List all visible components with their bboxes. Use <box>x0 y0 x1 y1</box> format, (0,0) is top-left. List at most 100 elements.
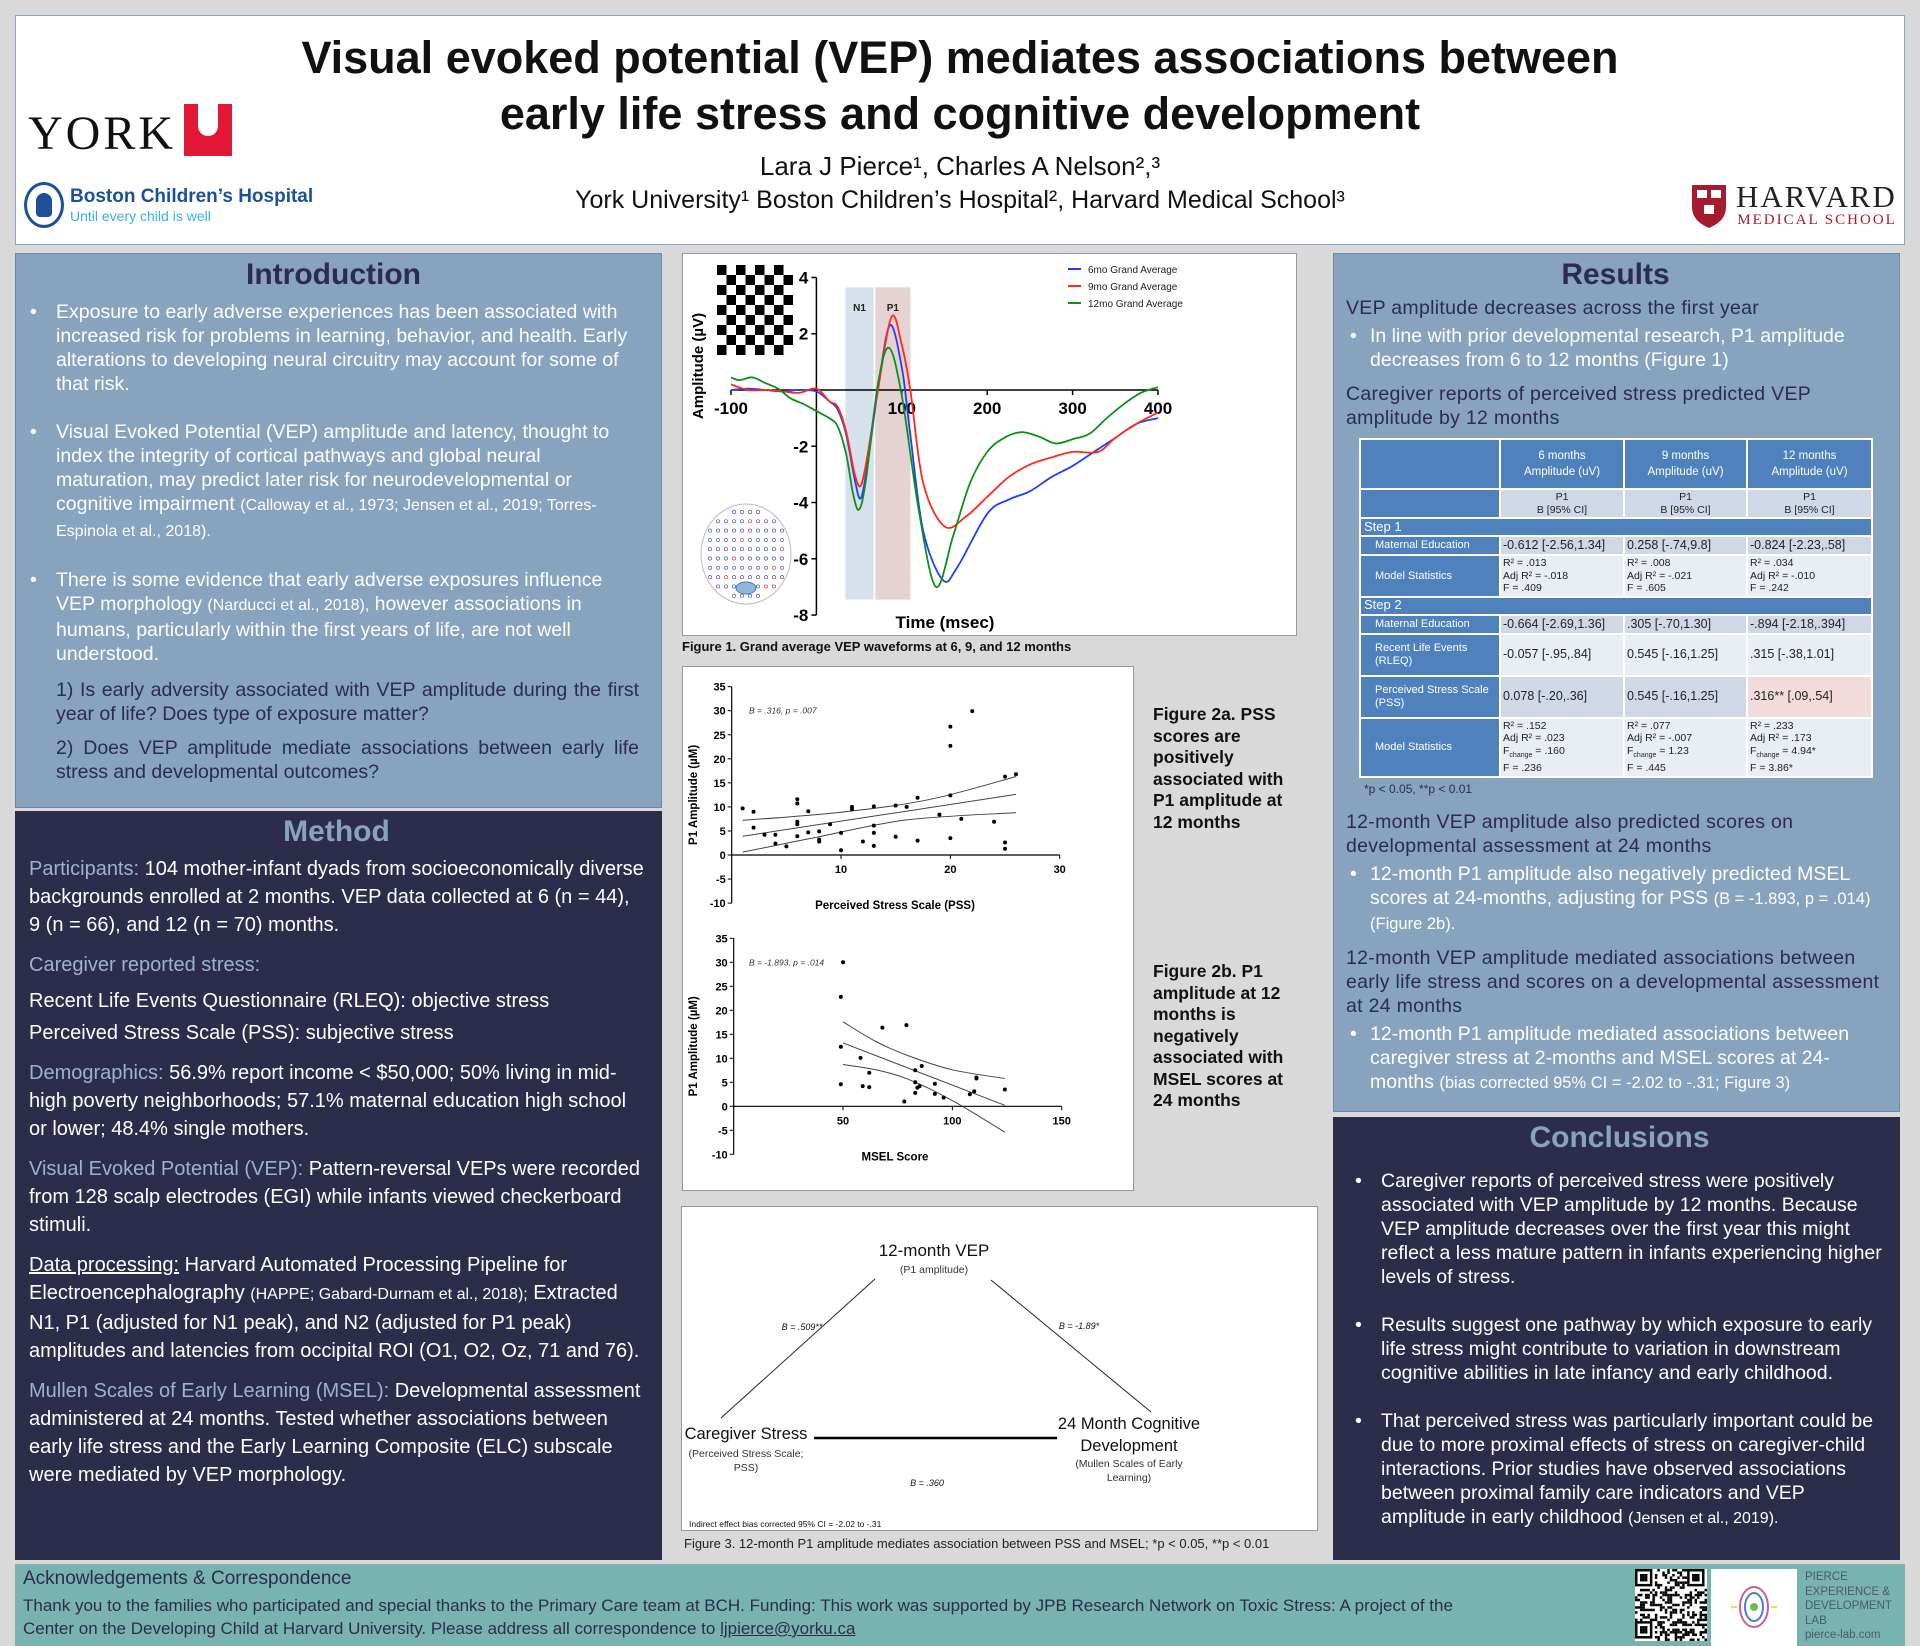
qr-module <box>1659 1626 1663 1629</box>
path-b-coefficient: B = -1.89* <box>1059 1321 1100 1331</box>
electrode-dot <box>708 556 712 561</box>
data-point-2b <box>902 1099 907 1104</box>
occipital-roi-icon <box>735 581 757 595</box>
y-tick-label: -2 <box>793 437 808 456</box>
email-link[interactable]: ljpierce@yorku.ca <box>720 1619 856 1638</box>
qr-module <box>1702 1623 1705 1627</box>
qr-module <box>1702 1576 1705 1579</box>
qr-module <box>1652 1601 1655 1604</box>
intro-bullet: • There is some evidence that early adver… <box>30 569 603 665</box>
qr-module <box>1657 1623 1660 1627</box>
qr-module <box>1667 1569 1670 1572</box>
qr-module <box>1679 1636 1683 1639</box>
data-point-2b <box>913 1080 918 1085</box>
electrode-dot <box>732 593 736 598</box>
electrode-dot <box>756 510 760 514</box>
electrode-dot <box>780 537 784 542</box>
qr-module <box>1684 1621 1688 1624</box>
qr-module <box>1659 1603 1663 1607</box>
qr-module <box>1704 1608 1707 1612</box>
x-axis-title-2b: MSEL Score <box>862 1151 929 1163</box>
cell-line: Fchange = 4.94* <box>1750 744 1816 759</box>
qr-module <box>1692 1569 1695 1572</box>
qr-module <box>1704 1593 1707 1597</box>
results-bullet: • In line with prior developmental resear… <box>1346 324 1885 372</box>
outcome-sublabel-1: (Mullen Scales of Early <box>1075 1458 1183 1470</box>
qr-module <box>1669 1596 1673 1599</box>
qr-module <box>1692 1573 1695 1577</box>
cell-line: Adj R² = .023 <box>1503 732 1565 744</box>
qr-module <box>1667 1638 1670 1641</box>
qr-module <box>1654 1591 1658 1594</box>
qr-module <box>1694 1601 1698 1604</box>
electrode-dot <box>772 537 776 542</box>
band-label: P1 <box>887 303 900 314</box>
series-line-1 <box>730 314 1159 529</box>
electrode-dot <box>780 528 784 533</box>
electrode-dot <box>740 510 744 514</box>
electrode-dot <box>780 575 784 580</box>
cell-line: F = .409 <box>1503 582 1542 594</box>
column-subheader: P1 B [95% CI] <box>1499 488 1625 519</box>
qr-module <box>1687 1611 1690 1614</box>
data-point-2b <box>880 1025 885 1030</box>
qr-module <box>1644 1631 1648 1634</box>
data-point-2b <box>932 1091 937 1096</box>
qr-module <box>1649 1623 1653 1627</box>
checkerboard-square <box>726 335 736 345</box>
qr-module <box>1667 1633 1670 1637</box>
conclusion-bullet: • Caregiver reports of perceived stress w… <box>1353 1169 1886 1289</box>
checkerboard-square <box>717 265 727 275</box>
electrode-dot <box>716 547 720 552</box>
qr-module <box>1702 1626 1705 1629</box>
qr-module <box>1642 1569 1645 1572</box>
qr-module <box>1647 1583 1650 1587</box>
qr-module <box>1669 1611 1673 1614</box>
data-point-2b <box>860 1084 865 1089</box>
data-point-2a <box>915 838 920 843</box>
qr-module <box>1697 1596 1700 1599</box>
qr-module <box>1659 1596 1663 1599</box>
cell-line: B [95% CI] <box>1784 503 1835 516</box>
cell-line: P1 <box>1555 491 1569 503</box>
qr-module <box>1687 1598 1690 1602</box>
table-cell: 0.545 [-.16,1.25] <box>1623 632 1748 677</box>
qr-code-icon[interactable] <box>1635 1569 1707 1641</box>
qr-module <box>1664 1611 1668 1614</box>
qr-module <box>1699 1618 1703 1622</box>
qr-module <box>1659 1623 1663 1627</box>
lab-url[interactable]: pierce-lab.com <box>1805 1629 1881 1641</box>
electrode-dot <box>764 537 768 542</box>
qr-module <box>1687 1578 1690 1582</box>
qr-module <box>1674 1578 1678 1582</box>
qr-module <box>1637 1593 1640 1597</box>
series-line-2 <box>730 346 1159 588</box>
data-point-2b <box>919 1063 924 1068</box>
y-tick-label: -6 <box>793 550 808 569</box>
qr-module <box>1687 1623 1690 1627</box>
statistics: (B = -1.893, p = .014) (Figure 2b). <box>1370 889 1871 933</box>
qr-module <box>1674 1621 1678 1624</box>
qr-module <box>1649 1621 1653 1624</box>
qr-module <box>1699 1601 1703 1604</box>
qr-module <box>1674 1591 1678 1594</box>
method-heading: Method <box>283 815 390 848</box>
checkerboard-square <box>755 305 765 315</box>
electrode-dot <box>756 528 760 533</box>
statistics: (bias corrected 95% CI = -2.02 to -.31; … <box>1439 1073 1791 1092</box>
cell-line: Adj R² = -.010 <box>1750 569 1816 582</box>
qr-module <box>1637 1606 1640 1609</box>
table-cell: 0.258 [-.74,9.8] <box>1623 535 1748 556</box>
qr-module <box>1694 1573 1698 1577</box>
row-label: Maternal Education <box>1359 535 1501 556</box>
qr-module <box>1654 1618 1658 1622</box>
qr-module <box>1677 1583 1680 1587</box>
row-label: Model Statistics <box>1359 554 1501 598</box>
qr-module <box>1682 1613 1685 1617</box>
checkerboard-square <box>736 265 746 275</box>
table-cell: -0.612 [-2.56,1.34] <box>1499 535 1625 556</box>
stress-label: Caregiver reported stress: <box>29 951 644 979</box>
qr-module <box>1637 1636 1640 1639</box>
table-row: Perceived Stress Scale (PSS) 0.078 [-.20,… <box>1359 674 1873 719</box>
qr-module <box>1664 1576 1668 1579</box>
